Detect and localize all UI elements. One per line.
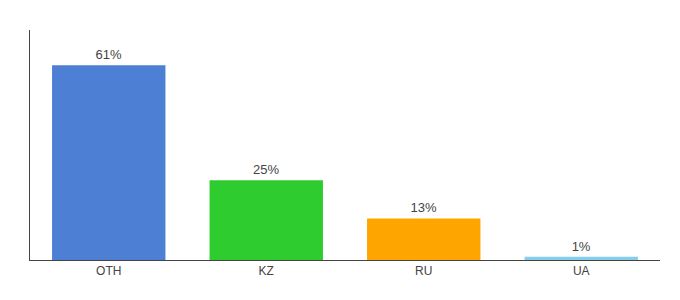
svg-text:61%: 61% <box>96 47 122 62</box>
svg-text:UA: UA <box>573 264 590 278</box>
svg-text:1%: 1% <box>572 239 591 254</box>
svg-text:KZ: KZ <box>259 264 274 278</box>
svg-text:RU: RU <box>415 264 432 278</box>
svg-text:13%: 13% <box>411 200 437 215</box>
svg-text:OTH: OTH <box>96 264 121 278</box>
svg-text:25%: 25% <box>253 162 279 177</box>
